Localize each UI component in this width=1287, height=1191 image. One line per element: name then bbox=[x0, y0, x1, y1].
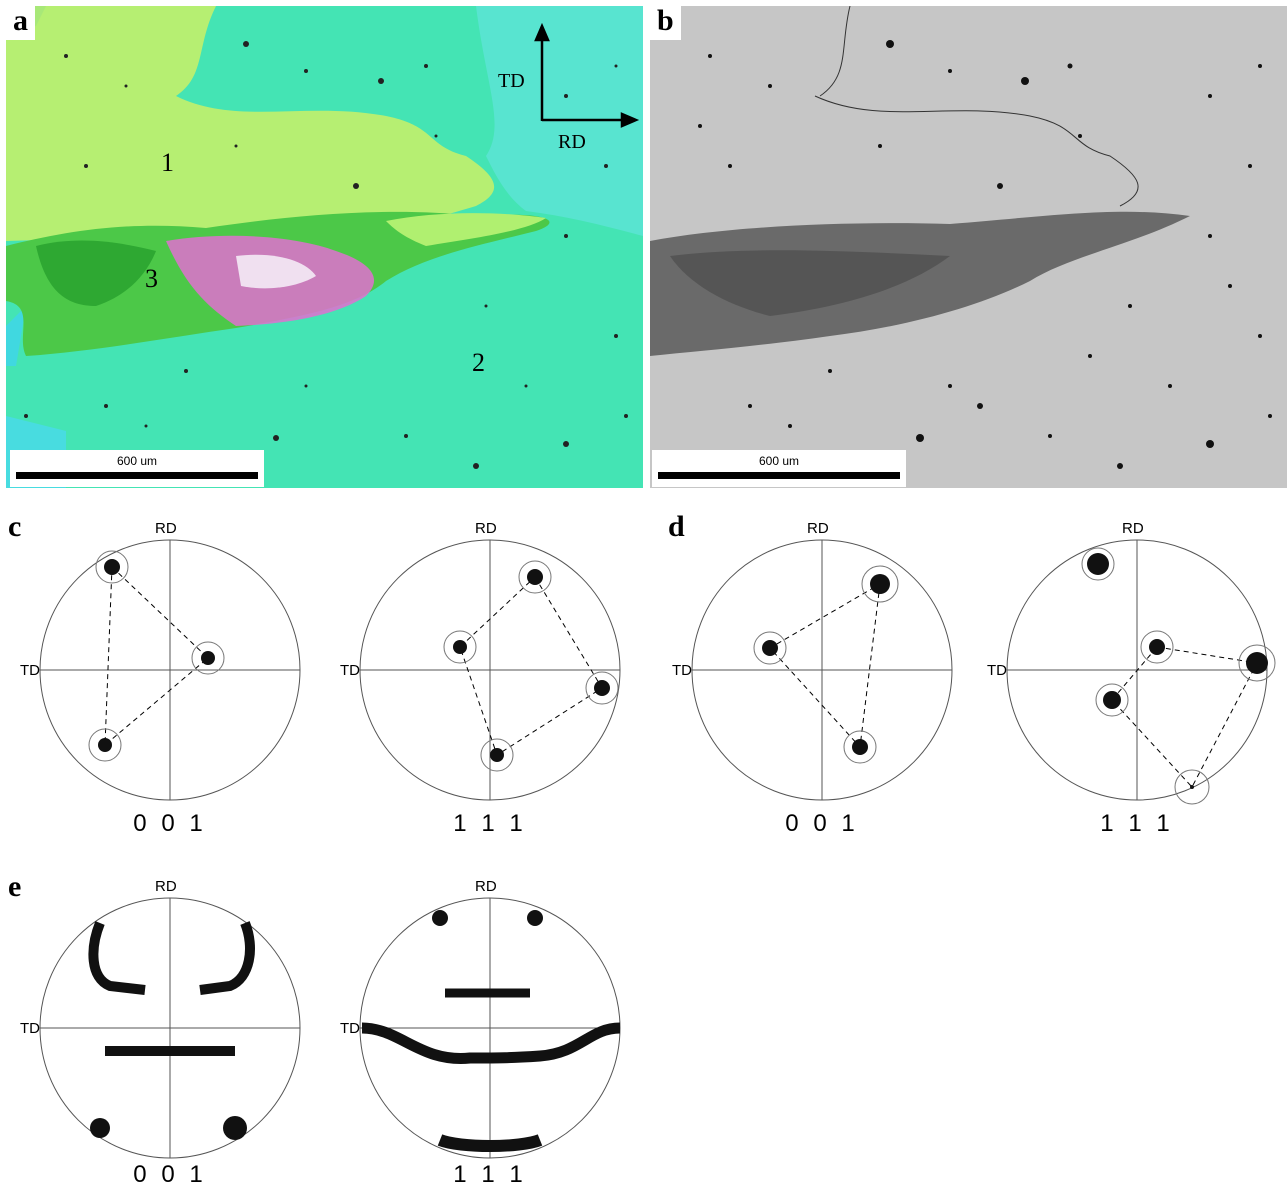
scale-bar-line bbox=[16, 472, 258, 479]
pole-figure-d-001: RD TD 0 0 1 bbox=[672, 520, 972, 840]
td-axis-label: TD bbox=[987, 662, 1007, 679]
sem-image bbox=[650, 6, 1287, 488]
panel-letter-a: a bbox=[6, 6, 35, 40]
rd-axis-label: RD bbox=[155, 520, 177, 537]
grain-label-3: 3 bbox=[145, 264, 158, 293]
rd-axis-label: RD bbox=[475, 520, 497, 537]
pole-figure-plot bbox=[359, 897, 621, 1159]
rd-axis-label: RD bbox=[1122, 520, 1144, 537]
td-axis-label: TD bbox=[20, 662, 40, 679]
td-axis-label: TD bbox=[340, 1020, 360, 1037]
pole-figure-plot bbox=[39, 897, 301, 1159]
panel-letter-e: e bbox=[8, 870, 22, 903]
pole-figure-title: 0 0 1 bbox=[133, 1161, 207, 1188]
rd-axis-label: RD bbox=[807, 520, 829, 537]
panel-letter-d: d bbox=[668, 510, 685, 543]
td-axis-label: TD bbox=[340, 662, 360, 679]
td-axis-label: TD bbox=[672, 662, 692, 679]
pole-figure-e-111: RD TD 1 1 1 bbox=[340, 878, 640, 1191]
pole-figure-title: 0 0 1 bbox=[133, 810, 207, 837]
pole-figure-plot bbox=[1006, 539, 1276, 805]
scale-bar-line bbox=[658, 472, 900, 479]
scale-bar-a: 600 um bbox=[10, 450, 264, 487]
grain-label-2: 2 bbox=[472, 348, 485, 377]
scale-bar-label: 600 um bbox=[758, 454, 800, 468]
panel-letter-c: c bbox=[8, 510, 22, 543]
pole-figure-title: 1 1 1 bbox=[1100, 810, 1174, 837]
sem-image-panel-b: 600 um b bbox=[650, 6, 1287, 488]
pole-figure-title: 1 1 1 bbox=[453, 810, 527, 837]
pole-figure-title: 0 0 1 bbox=[785, 810, 859, 837]
rd-direction-label: RD bbox=[558, 131, 586, 153]
pole-figure-plot bbox=[691, 539, 953, 801]
scale-bar-b: 600 um bbox=[652, 450, 906, 487]
grain-label-1: 1 bbox=[161, 148, 174, 177]
pole-figure-c-111: RD TD 1 1 1 bbox=[340, 520, 640, 840]
panel-letter-b: b bbox=[650, 6, 681, 40]
pole-figure-plot bbox=[39, 539, 301, 801]
pole-figure-plot bbox=[359, 539, 621, 801]
pole-figure-title: 1 1 1 bbox=[453, 1161, 527, 1188]
pole-figure-c-001: RD TD 0 0 1 bbox=[20, 520, 320, 840]
rd-axis-label: RD bbox=[155, 878, 177, 895]
scale-bar-label: 600 um bbox=[116, 454, 158, 468]
td-direction-label: TD bbox=[498, 70, 525, 92]
pole-figure-d-111: RD TD 1 1 1 bbox=[987, 520, 1287, 840]
rd-axis-label: RD bbox=[475, 878, 497, 895]
td-axis-label: TD bbox=[20, 1020, 40, 1037]
orientation-map-image bbox=[6, 6, 643, 488]
orientation-map-panel-a: 1 2 3 TD RD 600 um a bbox=[6, 6, 643, 488]
pole-figure-e-001: RD TD 0 0 1 bbox=[20, 878, 320, 1191]
